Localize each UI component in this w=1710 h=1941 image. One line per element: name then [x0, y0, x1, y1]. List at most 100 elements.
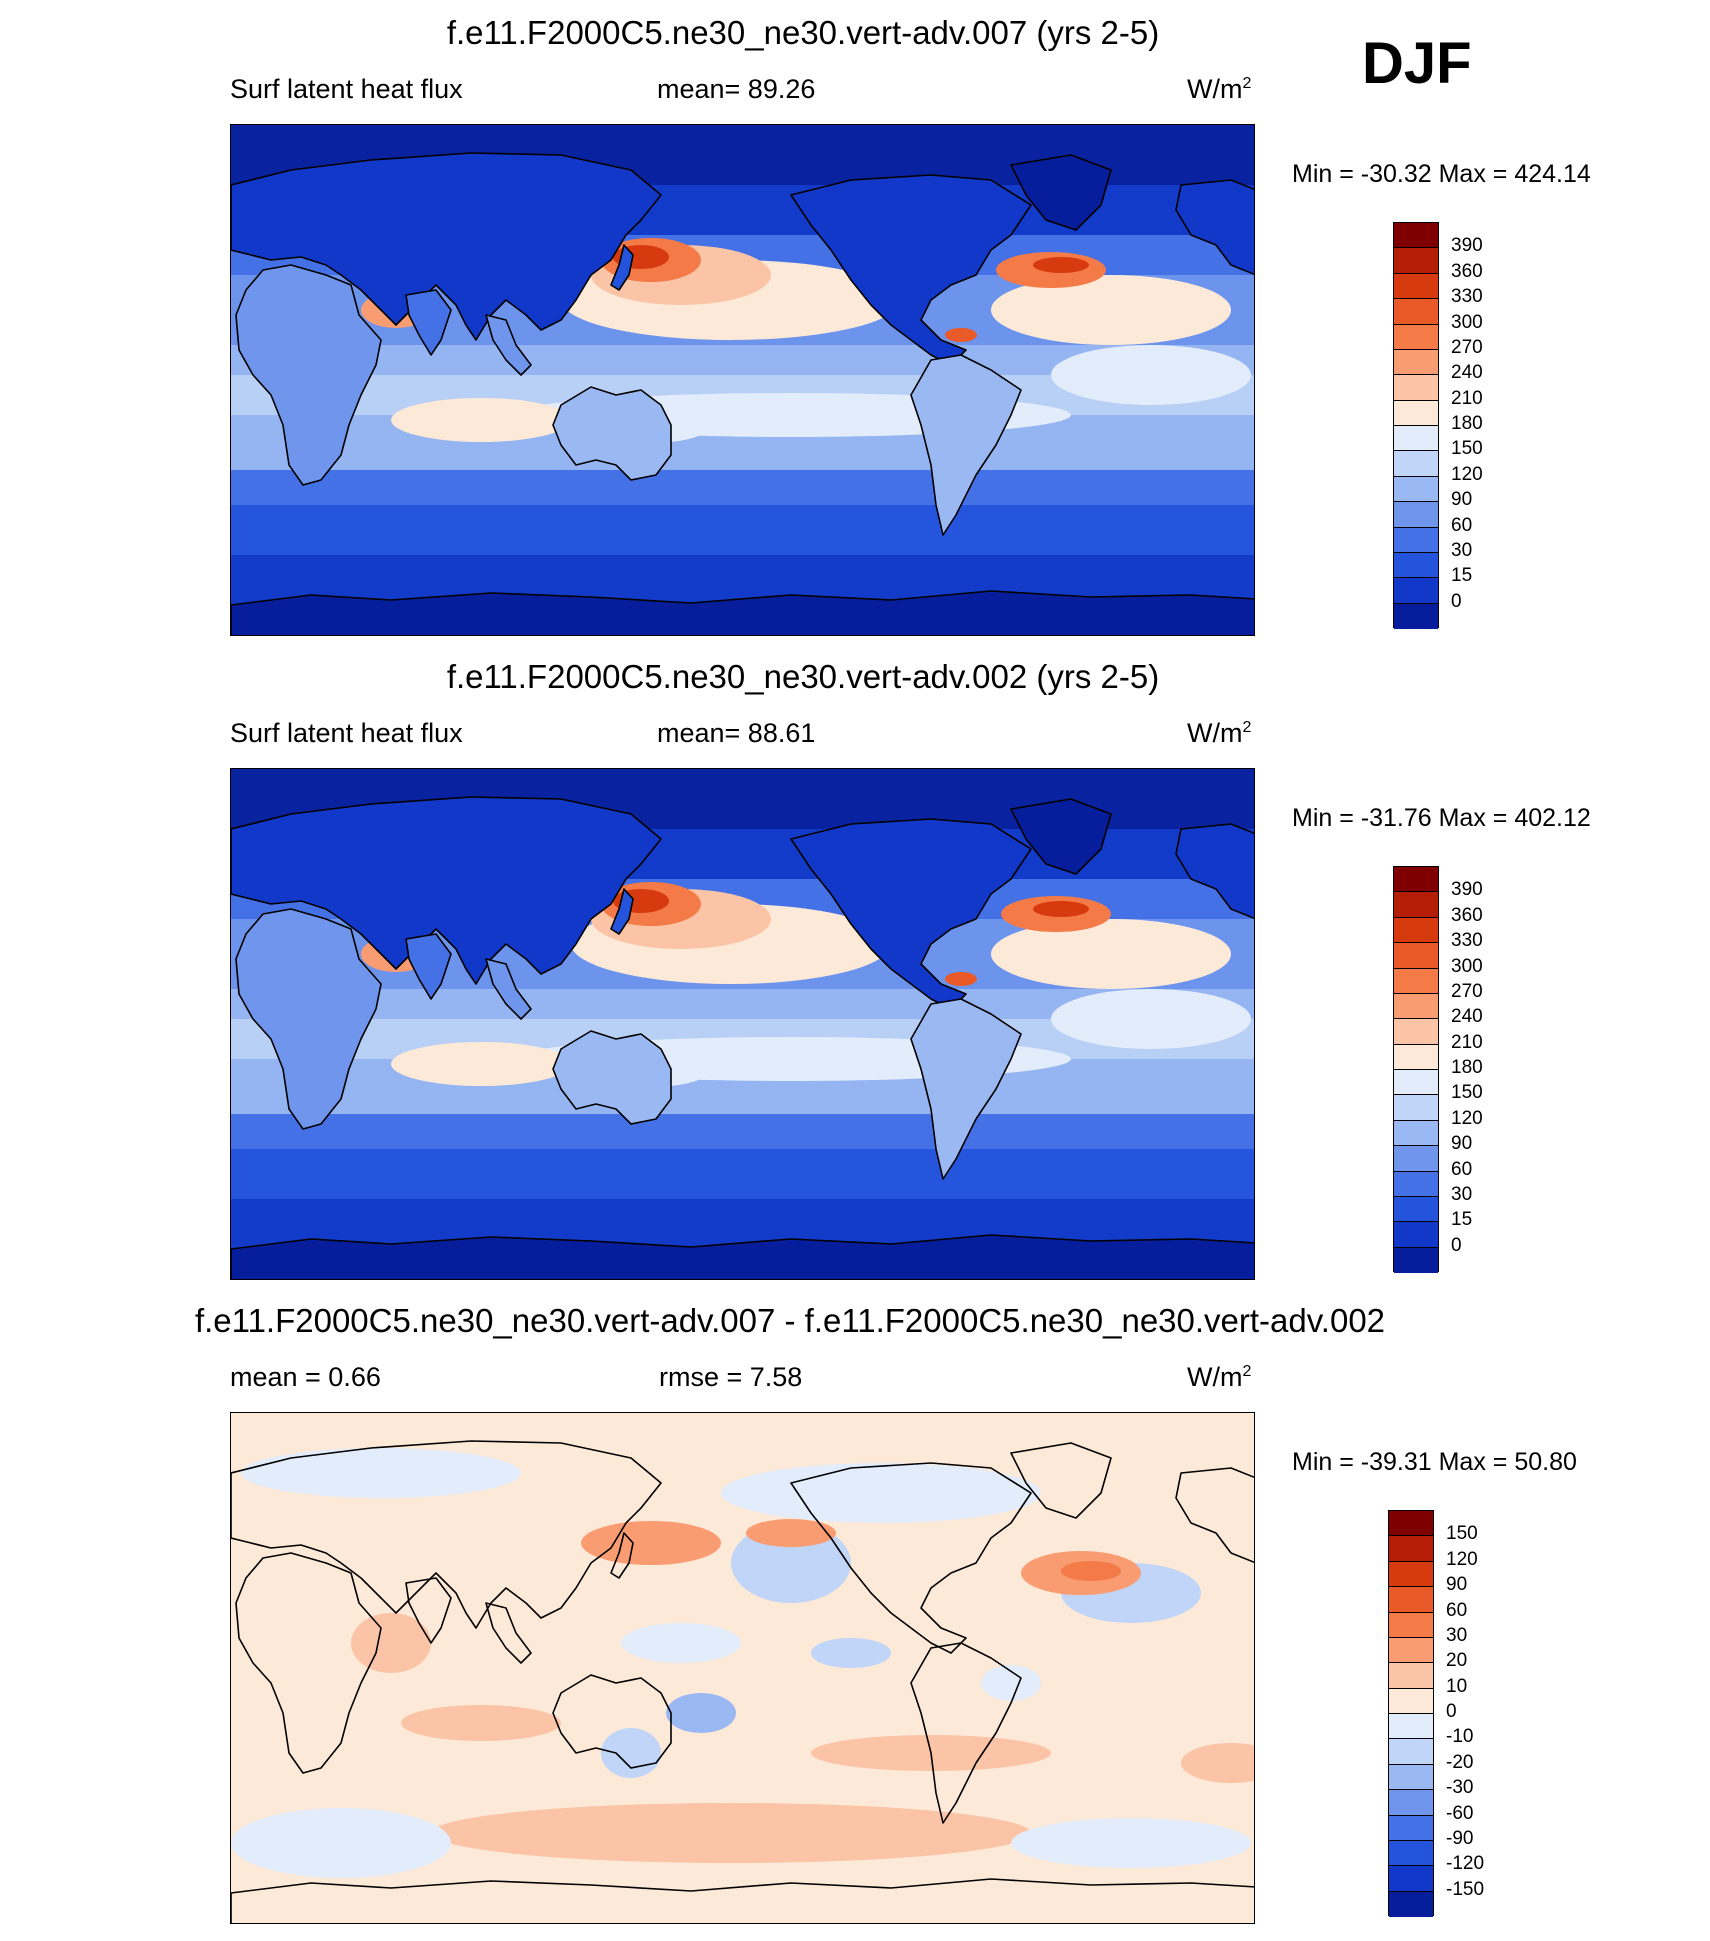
colorbar-tick-label: -60: [1446, 1802, 1474, 1824]
colorbar-tick-label: 270: [1451, 980, 1483, 1002]
colorbar-tick-label: 60: [1451, 514, 1473, 536]
colorbar-box: [1389, 1815, 1433, 1841]
colorbar-box: [1394, 943, 1438, 969]
panel-2-units: W/m2: [1187, 718, 1252, 748]
colorbar-box: [1389, 1612, 1433, 1638]
colorbar-tick-label: 360: [1451, 260, 1483, 282]
colorbar-tick-label: 30: [1446, 1624, 1468, 1646]
colorbar-box: [1394, 1070, 1438, 1096]
colorbar-box: [1394, 248, 1438, 274]
colorbar-tick-label: 90: [1446, 1574, 1468, 1596]
panel-1-title: f.e11.F2000C5.ne30_ne30.vert-adv.007 (yr…: [446, 14, 1160, 51]
colorbar-tick-label: 300: [1451, 955, 1483, 977]
colorbar-tick-label: 330: [1451, 286, 1483, 308]
panel-1-colorbar: [1393, 222, 1439, 629]
colorbar-tick-label: 330: [1451, 930, 1483, 952]
colorbar-box: [1394, 1196, 1438, 1223]
colorbar-tick-label: 120: [1446, 1548, 1478, 1570]
panel-1-minmax: Min = -30.32 Max = 424.14: [1292, 160, 1591, 188]
colorbar-tick-label: 150: [1451, 438, 1483, 460]
colorbar-box: [1394, 1120, 1438, 1147]
colorbar-box: [1394, 223, 1438, 249]
colorbar-box: [1394, 400, 1438, 426]
colorbar-tick-label: 15: [1451, 1209, 1473, 1231]
colorbar-tick-label: 60: [1446, 1599, 1468, 1621]
colorbar-tick-label: 240: [1451, 1006, 1483, 1028]
colorbar-box: [1394, 552, 1438, 579]
colorbar-box: [1394, 375, 1438, 401]
colorbar-box: [1389, 1663, 1433, 1689]
colorbar-tick-label: 210: [1451, 1031, 1483, 1053]
colorbar-box: [1394, 917, 1438, 944]
colorbar-tick-label: -20: [1446, 1751, 1474, 1773]
colorbar-tick-label: 150: [1446, 1523, 1478, 1545]
panel-3-minmax: Min = -39.31 Max = 50.80: [1292, 1448, 1577, 1476]
panel-3-map: [230, 1412, 1255, 1924]
colorbar-tick-label: 90: [1451, 1133, 1473, 1155]
colorbar-box: [1394, 1095, 1438, 1121]
colorbar-box: [1394, 1044, 1438, 1070]
panel-3-title: f.e11.F2000C5.ne30_ne30.vert-adv.007 - f…: [194, 1302, 1386, 1339]
colorbar-box: [1394, 1019, 1438, 1045]
colorbar-box: [1394, 1171, 1438, 1197]
colorbar-box: [1389, 1637, 1433, 1664]
colorbar-tick-label: 10: [1446, 1675, 1468, 1697]
colorbar-tick-label: 390: [1451, 235, 1483, 257]
panel-1-map: [230, 124, 1255, 636]
colorbar-tick-label: 30: [1451, 539, 1473, 561]
colorbar-box: [1389, 1866, 1433, 1892]
colorbar-tick-label: 300: [1451, 311, 1483, 333]
colorbar-box: [1394, 968, 1438, 994]
colorbar-box: [1389, 1891, 1433, 1917]
colorbar-tick-label: 15: [1451, 565, 1473, 587]
panel-2-contour-map: [231, 769, 1254, 1279]
colorbar-box: [1389, 1511, 1433, 1537]
panel-1-left-label: Surf latent heat flux: [230, 74, 463, 104]
colorbar-tick-label: 20: [1446, 1650, 1468, 1672]
colorbar-tick-label: -10: [1446, 1726, 1474, 1748]
colorbar-tick-label: 360: [1451, 904, 1483, 926]
colorbar-box: [1389, 1739, 1433, 1765]
panel-3-mean-label: mean = 0.66: [230, 1362, 381, 1392]
colorbar-tick-label: -90: [1446, 1827, 1474, 1849]
colorbar-tick-label: 0: [1451, 590, 1462, 612]
panel-2-map: [230, 768, 1255, 1280]
colorbar-box: [1389, 1764, 1433, 1791]
colorbar-box: [1394, 451, 1438, 477]
colorbar-box: [1394, 299, 1438, 325]
panel-3-rmse-label: rmse = 7.58: [659, 1362, 803, 1392]
colorbar-box: [1394, 527, 1438, 553]
colorbar-tick-label: 210: [1451, 387, 1483, 409]
colorbar-box: [1394, 892, 1438, 918]
colorbar-box: [1394, 273, 1438, 300]
panel-1-mean-label: mean= 89.26: [657, 74, 816, 104]
season-label: DJF: [1362, 31, 1472, 96]
colorbar-box: [1389, 1688, 1433, 1714]
panel-3-contour-map: [231, 1413, 1254, 1923]
colorbar-box: [1394, 867, 1438, 893]
colorbar-box: [1394, 993, 1438, 1020]
colorbar-box: [1389, 1714, 1433, 1740]
panel-2-left-label: Surf latent heat flux: [230, 718, 463, 748]
colorbar-tick-label: 30: [1451, 1183, 1473, 1205]
panel-2-minmax: Min = -31.76 Max = 402.12: [1292, 804, 1591, 832]
colorbar-tick-label: 180: [1451, 413, 1483, 434]
colorbar-box: [1394, 324, 1438, 350]
colorbar-tick-label: 240: [1451, 362, 1483, 384]
colorbar-tick-label: -30: [1446, 1777, 1474, 1799]
panel-1-units: W/m2: [1187, 74, 1252, 104]
panel-2-colorbar: [1393, 866, 1439, 1273]
colorbar-box: [1394, 1247, 1438, 1273]
colorbar-tick-label: 0: [1451, 1234, 1462, 1256]
colorbar-tick-label: 60: [1451, 1158, 1473, 1180]
colorbar-box: [1394, 476, 1438, 503]
colorbar-box: [1394, 1146, 1438, 1172]
colorbar-tick-label: 270: [1451, 336, 1483, 358]
colorbar-tick-label: 180: [1451, 1057, 1483, 1078]
colorbar-box: [1389, 1790, 1433, 1816]
colorbar-tick-label: -120: [1446, 1853, 1485, 1875]
colorbar-box: [1389, 1561, 1433, 1588]
panel-2-title: f.e11.F2000C5.ne30_ne30.vert-adv.002 (yr…: [446, 658, 1160, 695]
colorbar-box: [1394, 349, 1438, 376]
colorbar-tick-label: 90: [1451, 489, 1473, 511]
